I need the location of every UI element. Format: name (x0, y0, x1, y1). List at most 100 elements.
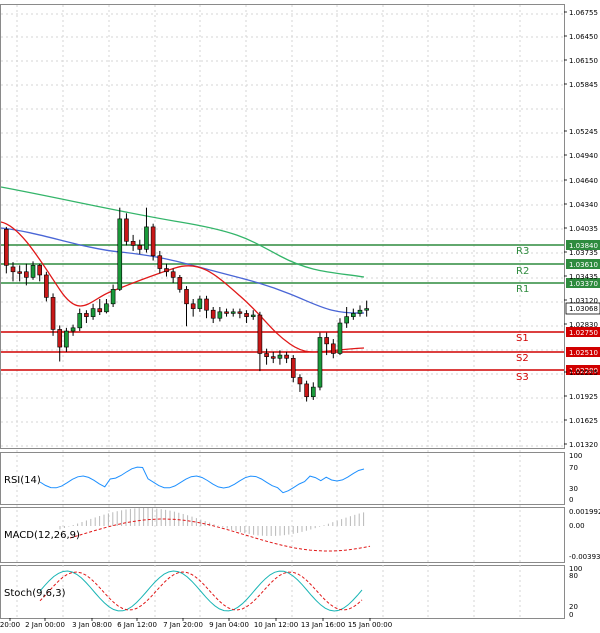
time-axis: 20:00 2 Jan 00:00 3 Jan 08:00 6 Jan 12:00 7 … (0, 618, 392, 629)
macd-title: MACD(12,26,9) (4, 530, 80, 541)
candle-body (230, 311, 236, 314)
level-name-r2: R2 (516, 266, 529, 277)
price-axis-label: 1.01320 (569, 441, 598, 449)
candle-body (117, 218, 123, 290)
level-value-r1: 1.03370 (569, 280, 598, 288)
candle-body (144, 226, 149, 250)
main-price-panel[interactable] (0, 4, 565, 449)
candle-body (351, 313, 356, 317)
time-axis-label: 10 Jan 12:00 (254, 621, 298, 629)
price-axis-label: 1.04035 (569, 225, 598, 233)
level-value-s1: 1.02750 (569, 329, 598, 337)
candle-body (50, 297, 56, 330)
candle-body (317, 337, 323, 388)
time-axis-label: 9 Jan 04:00 (209, 621, 249, 629)
ma-green-line (0, 186, 365, 278)
level-name-s1: S1 (516, 333, 529, 344)
level-value-r2: 1.03610 (569, 261, 598, 269)
candle-body (270, 356, 276, 359)
candle-body (130, 241, 136, 246)
price-axis-label: 1.03120 (569, 297, 598, 305)
candle-body (57, 329, 63, 348)
candle-body (37, 265, 43, 276)
candle-body (190, 303, 196, 309)
candle-body (324, 337, 329, 345)
candle-body (170, 271, 176, 278)
candle-body (70, 327, 76, 332)
time-axis-label: 6 Jan 12:00 (117, 621, 157, 629)
time-axis-label: 3 Jan 08:00 (72, 621, 112, 629)
candle-body (17, 271, 22, 274)
candle-body (264, 353, 269, 357)
candle-body (64, 330, 69, 348)
macd-indicator: MACD(12,26,9) 0.001992 0.00 -0.003938 (4, 508, 600, 561)
stoch-tick-0: 0 (569, 611, 573, 619)
price-axis-label: 1.03735 (569, 249, 598, 257)
candle-body (277, 354, 283, 359)
stochastic-indicator: Stoch(9,6,3) 100 80 20 0 (4, 565, 582, 619)
rsi-tick-30: 30 (569, 485, 578, 493)
time-axis-label: 15 Jan 00:00 (348, 621, 392, 629)
price-axis-label: 1.03435 (569, 273, 598, 281)
price-axis-label: 1.04340 (569, 201, 598, 209)
candle-body (217, 311, 223, 319)
candle-body (357, 309, 363, 314)
time-axis-label: 20:00 (0, 621, 20, 629)
level-name-s2: S2 (516, 353, 529, 364)
candle-body (150, 226, 156, 257)
stoch-title: Stoch(9,6,3) (4, 588, 66, 599)
level-tag-s1 (566, 327, 600, 337)
candle-body (344, 316, 349, 324)
level-value-s2: 1.02510 (569, 349, 598, 357)
macd-tick-min: -0.003938 (569, 553, 600, 561)
price-axis-label: 1.05245 (569, 128, 598, 136)
candle-body (10, 266, 16, 273)
price-axis-label: 1.06450 (569, 33, 598, 41)
candle-body (197, 298, 203, 309)
candle-body (224, 311, 229, 314)
candle-body (44, 274, 49, 298)
price-axis-label: 1.05845 (569, 81, 598, 89)
price-axis-label: 1.02225 (569, 369, 598, 377)
rsi-title: RSI(14) (4, 475, 41, 486)
price-axis-label: 1.04640 (569, 177, 598, 185)
ma-blue-line (0, 227, 365, 314)
level-name-r3: R3 (516, 246, 529, 257)
level-name-r1: R1 (516, 284, 529, 295)
rsi-tick-70: 70 (569, 464, 578, 472)
moving-averages (0, 186, 365, 353)
rsi-indicator: RSI(14) 100 70 30 0 (4, 452, 582, 504)
rsi-tick-0: 0 (569, 496, 573, 504)
price-axis-label: 1.02830 (569, 321, 598, 329)
candle-body (210, 309, 216, 319)
candle-body (90, 308, 96, 317)
price-axis-label: 1.01625 (569, 417, 598, 425)
rsi-panel[interactable] (0, 452, 565, 505)
grid-lines (1, 5, 564, 618)
current-price-tag: 1.03068 (565, 302, 600, 315)
candle-body (250, 314, 256, 317)
candle-body (244, 313, 249, 317)
macd-tick-zero: 0.00 (569, 522, 585, 530)
candle-body (257, 314, 263, 354)
candle-body (110, 289, 116, 305)
stoch-tick-80: 80 (569, 572, 578, 580)
candle-body (304, 383, 309, 398)
candle-body (124, 218, 129, 242)
candle-body (204, 298, 209, 311)
candle-body (297, 377, 303, 385)
candle-body (237, 311, 243, 314)
rsi-tick-100: 100 (569, 452, 582, 460)
macd-panel[interactable] (0, 507, 565, 563)
macd-tick-max: 0.001992 (569, 508, 600, 516)
macd-histogram (59, 508, 365, 536)
time-axis-label: 2 Jan 00:00 (25, 621, 65, 629)
level-tag-s3 (566, 365, 600, 375)
stoch-panel[interactable] (0, 565, 565, 619)
level-name-s3: S3 (516, 372, 529, 383)
level-tag-r3 (566, 240, 600, 250)
candle-body (157, 255, 163, 269)
candle-body (77, 313, 83, 329)
candle-body (24, 271, 29, 278)
